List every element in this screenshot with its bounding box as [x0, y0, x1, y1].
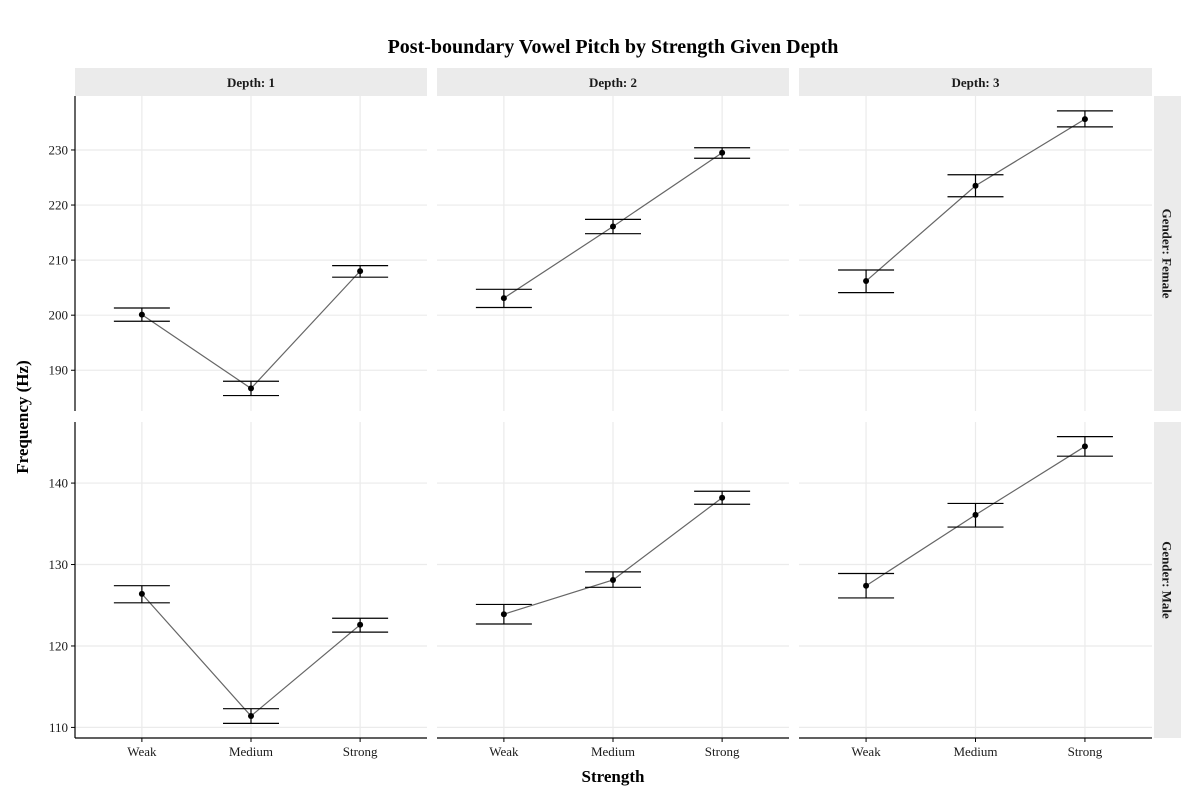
x-tick-label: Weak — [127, 744, 157, 759]
data-point — [138, 590, 145, 597]
data-point — [972, 182, 979, 189]
row-strip — [1154, 422, 1181, 738]
data-point — [972, 511, 979, 518]
x-tick-label: Weak — [851, 744, 881, 759]
y-axis-title: Frequency (Hz) — [13, 360, 32, 473]
chart-title: Post-boundary Vowel Pitch by Strength Gi… — [388, 36, 839, 58]
data-point — [610, 223, 616, 230]
x-tick-label: Medium — [953, 744, 997, 759]
data-point — [357, 621, 364, 628]
y-tick-label: 230 — [49, 142, 69, 157]
x-tick-label: Strong — [1068, 744, 1103, 759]
data-point — [719, 494, 726, 501]
row-strip — [1154, 96, 1181, 411]
data-point — [248, 713, 254, 720]
row-strip-label: Gender: Female — [1160, 209, 1175, 299]
y-tick-label: 200 — [49, 308, 69, 323]
y-tick-label: 210 — [49, 253, 69, 268]
facet-panels: Depth: 1 Depth: 2 Depth: 3 Gender: Female 19… — [49, 68, 1181, 759]
column-strip-label: Depth: 3 — [951, 75, 1000, 90]
x-tick-label: Weak — [489, 744, 519, 759]
data-point — [610, 577, 616, 583]
x-tick-label: Strong — [343, 744, 378, 759]
column-strip-label: Depth: 1 — [227, 75, 275, 90]
data-point — [863, 278, 870, 285]
data-point — [357, 268, 364, 275]
column-strip-label: Depth: 2 — [589, 75, 637, 90]
y-tick-label: 120 — [49, 638, 69, 653]
y-tick-label: 110 — [49, 720, 68, 735]
x-tick-label: Medium — [229, 744, 273, 759]
column-strip — [799, 68, 1152, 96]
data-point — [719, 149, 726, 156]
data-point — [500, 295, 507, 302]
data-point — [248, 385, 254, 392]
row-strip-label: Gender: Male — [1160, 541, 1175, 619]
data-point — [500, 611, 507, 618]
column-strip — [437, 68, 789, 96]
data-point — [138, 311, 145, 318]
column-strip — [75, 68, 427, 96]
y-tick-label: 140 — [49, 476, 69, 491]
x-tick-label: Medium — [591, 744, 635, 759]
y-tick-label: 130 — [49, 557, 69, 572]
x-axis-title: Strength — [582, 767, 646, 786]
y-tick-label: 220 — [49, 198, 69, 213]
y-tick-label: 190 — [49, 363, 69, 378]
data-point — [863, 582, 870, 589]
x-tick-label: Strong — [705, 744, 740, 759]
data-point — [1081, 116, 1088, 123]
data-point — [1081, 443, 1088, 450]
